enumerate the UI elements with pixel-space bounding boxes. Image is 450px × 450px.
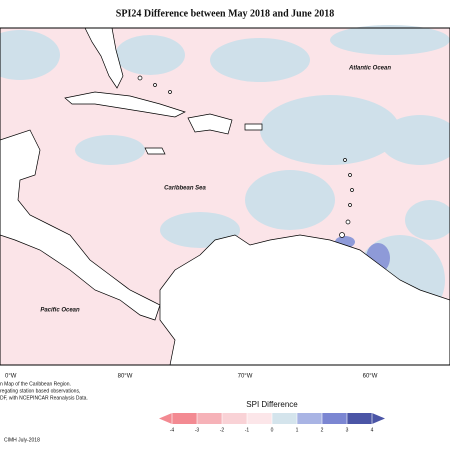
legend-tick-label: -3 [195, 427, 200, 433]
legend-swatch [322, 413, 347, 424]
legend-title: SPI Difference [246, 400, 298, 409]
land [0, 27, 450, 366]
longitude-label: 80°W [118, 374, 133, 380]
sea-label: Caribbean Sea [164, 186, 206, 192]
legend-tick-label: 3 [346, 427, 349, 433]
legend-swatch [197, 413, 222, 424]
credit: CIMH July-2018 [4, 437, 40, 443]
map: Atlantic Ocean Caribbean Sea Pacific Oce… [0, 25, 450, 366]
legend-tick-label: 4 [371, 427, 374, 433]
longitude-label: 60°W [363, 374, 378, 380]
footnote-line: n Map of the Caribbean Region. [0, 381, 71, 387]
map-title: SPI24 Difference between May 2018 and Ju… [116, 8, 334, 19]
longitude-label: 70°W [238, 374, 253, 380]
footnote: n Map of the Caribbean Region.regating s… [0, 381, 88, 401]
legend-swatch [347, 413, 372, 424]
legend-tick-label: -4 [170, 427, 175, 433]
legend-tick-label: -2 [220, 427, 225, 433]
legend-tick-label: 2 [321, 427, 324, 433]
legend-swatch [272, 413, 297, 424]
ocean-label: Atlantic Ocean [348, 66, 391, 72]
longitude-labels: 0°W 80°W 70°W 60°W [5, 374, 378, 380]
map-frame [0, 27, 450, 366]
legend-tick-label: 1 [296, 427, 299, 433]
legend-arrow [159, 413, 172, 424]
legend-swatch [172, 413, 197, 424]
legend-swatch [297, 413, 322, 424]
footnote-line: DF, with NCEPINCAR Reanalysis Data. [0, 395, 88, 401]
legend-tick-label: -1 [245, 427, 250, 433]
footnote-line: regating station based observations, [0, 388, 80, 394]
legend-swatch [247, 413, 272, 424]
legend: -4 -3 -2 -1 0 1 2 3 4 [159, 413, 385, 433]
legend-swatch [222, 413, 247, 424]
legend-tick-label: 0 [271, 427, 274, 433]
ocean-label: Pacific Ocean [40, 308, 80, 314]
longitude-label: 0°W [5, 374, 17, 380]
legend-arrow [372, 413, 385, 424]
